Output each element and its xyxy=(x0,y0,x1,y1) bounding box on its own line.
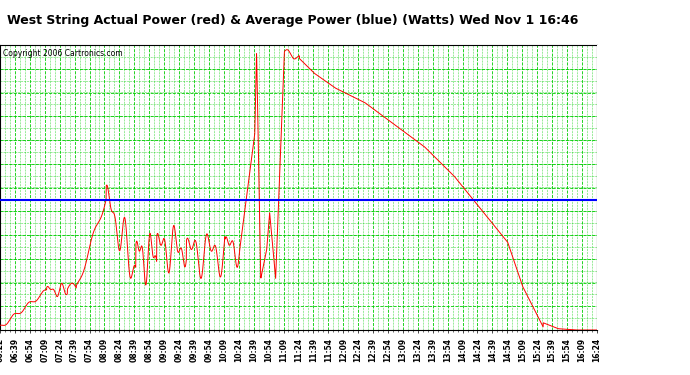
Text: Copyright 2006 Cartronics.com: Copyright 2006 Cartronics.com xyxy=(3,49,123,58)
Text: West String Actual Power (red) & Average Power (blue) (Watts) Wed Nov 1 16:46: West String Actual Power (red) & Average… xyxy=(7,14,578,27)
